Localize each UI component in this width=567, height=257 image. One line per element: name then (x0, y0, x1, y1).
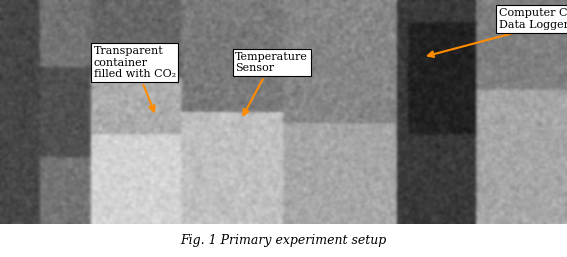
Text: Fig. 1 Primary experiment setup: Fig. 1 Primary experiment setup (180, 234, 387, 247)
Text: Computer Connected to
Data Logger: Computer Connected to Data Logger (428, 8, 567, 57)
Text: Temperature
Sensor: Temperature Sensor (235, 52, 308, 115)
Text: Transparent
container
filled with CO₂: Transparent container filled with CO₂ (94, 46, 176, 112)
